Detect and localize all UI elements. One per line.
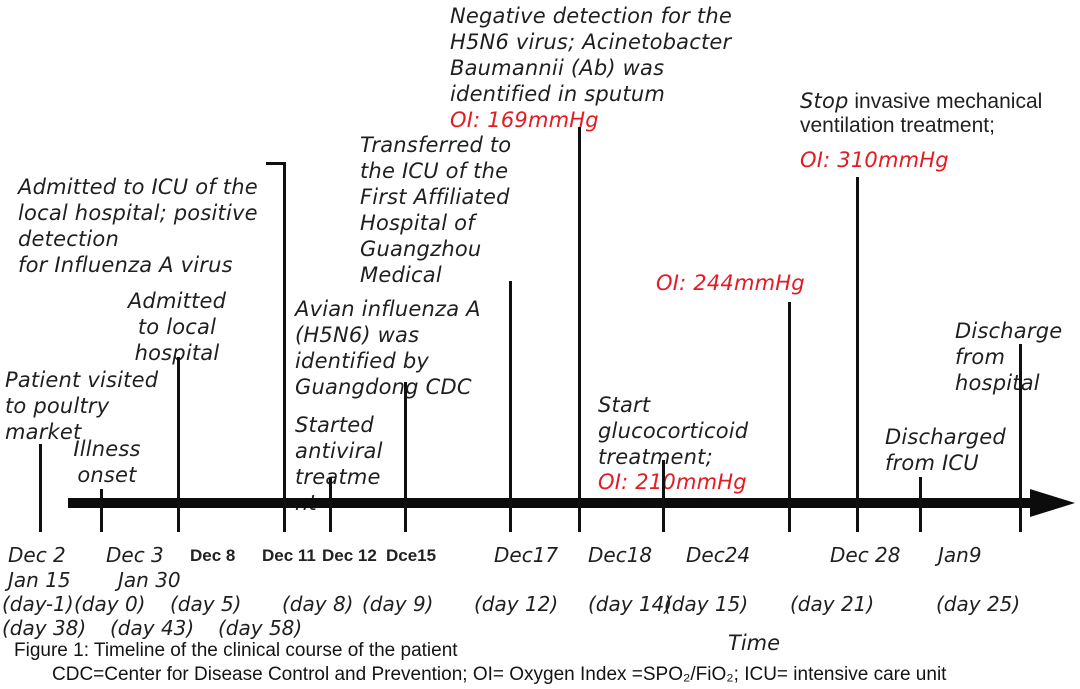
day-label-15: (day 15)	[664, 592, 749, 616]
date-label-jan9: Jan9	[938, 543, 982, 567]
date-label-dec11: Dec 11	[262, 546, 316, 565]
event-label-stop-ventilation-rest: invasive mechanical ventilation treatmen…	[800, 90, 1043, 138]
event-label-illness-onset: Illness onset	[73, 437, 141, 488]
day-label-9: (day 9)	[362, 592, 434, 616]
tick-poultry-market	[39, 444, 42, 532]
figure-abbreviations: CDC=Center for Disease Control and Preve…	[52, 664, 947, 685]
tick-discharged-icu	[919, 477, 922, 532]
event-oi-negative-detection: OI: 169mmHg	[450, 108, 599, 132]
day-label-8: (day 8)	[282, 592, 354, 616]
event-label-stop-ventilation-em: Stop	[800, 89, 849, 113]
tick-stop-ventilation	[856, 177, 859, 532]
day-label-14: (day 14)	[588, 592, 673, 616]
event-label-admitted-icu-local: Admitted to ICU of the local hospital; p…	[18, 175, 258, 278]
tick-negative-detection	[578, 127, 581, 532]
date-label-dec28: Dec 28	[830, 543, 901, 567]
date-label-jan15: Jan 15	[8, 568, 71, 592]
day-label-58: (day 58)	[218, 616, 303, 640]
date-label-dec3: Dec 3	[106, 543, 164, 567]
tick-glucocorticoid	[662, 460, 665, 532]
event-label-h5n6-identified: Avian influenza A (H5N6) was identified …	[295, 297, 481, 400]
tick-h5n6-identified	[404, 382, 407, 532]
tick-discharge-hospital	[1019, 344, 1022, 532]
tick-antiviral	[329, 477, 332, 532]
date-label-dec17: Dec17	[494, 543, 559, 567]
event-oi-glucocorticoid: OI: 210mmHg	[598, 470, 747, 494]
date-label-dce15: Dce15	[386, 546, 437, 565]
event-label-discharged-icu: Discharged from ICU	[885, 425, 1006, 476]
date-label-dec8: Dec 8	[190, 546, 236, 565]
day-label-12: (day 12)	[474, 592, 559, 616]
tick-admitted-local	[177, 357, 180, 532]
event-label-transfer-guangzhou: Transferred to the ICU of the First Affi…	[360, 133, 512, 288]
event-label-antiviral: Started antiviral treatme nt	[295, 413, 383, 515]
event-label-negative-detection: Negative detection for the H5N6 virus; A…	[450, 4, 732, 107]
time-axis-label: Time	[728, 631, 781, 655]
event-label-discharge-hospital: Discharge from hospital	[955, 319, 1063, 396]
date-label-dec12: Dec 12	[322, 546, 377, 565]
tick-oi-244	[788, 302, 791, 532]
date-label-dec18: Dec18	[588, 543, 653, 567]
day-label-minus1: (day-1)	[2, 592, 74, 616]
event-label-glucocorticoid: Start glucocorticoid treatment;	[598, 393, 749, 470]
figure-caption: Figure 1: Timeline of the clinical cours…	[14, 640, 458, 661]
event-label-admitted-local: Admitted to local hospital	[127, 289, 227, 366]
date-label-dec24: Dec24	[686, 543, 751, 567]
day-label-0: (day 0)	[74, 592, 146, 616]
tick-transfer-guangzhou	[509, 281, 512, 532]
tick-illness-onset	[100, 489, 103, 532]
event-oi-stop-ventilation: OI: 310mmHg	[800, 148, 949, 172]
day-label-38: (day 38)	[2, 616, 87, 640]
timeline-axis	[68, 498, 1034, 508]
tick-cap-admitted-icu-local	[266, 162, 286, 165]
timeline-arrowhead-icon	[1030, 489, 1075, 517]
event-oi-244: OI: 244mmHg	[656, 271, 805, 295]
day-label-43: (day 43)	[110, 616, 195, 640]
tick-admitted-icu-local	[283, 162, 286, 532]
day-label-21: (day 21)	[790, 592, 875, 616]
date-label-dec2: Dec 2	[8, 543, 66, 567]
day-label-5: (day 5)	[170, 592, 242, 616]
event-label-stop-ventilation: Stop invasive mechanical ventilation tre…	[800, 88, 1070, 138]
event-label-poultry-market: Patient visited to poultry market	[5, 368, 159, 445]
day-label-25: (day 25)	[936, 592, 1021, 616]
date-label-jan30: Jan 30	[118, 568, 181, 592]
